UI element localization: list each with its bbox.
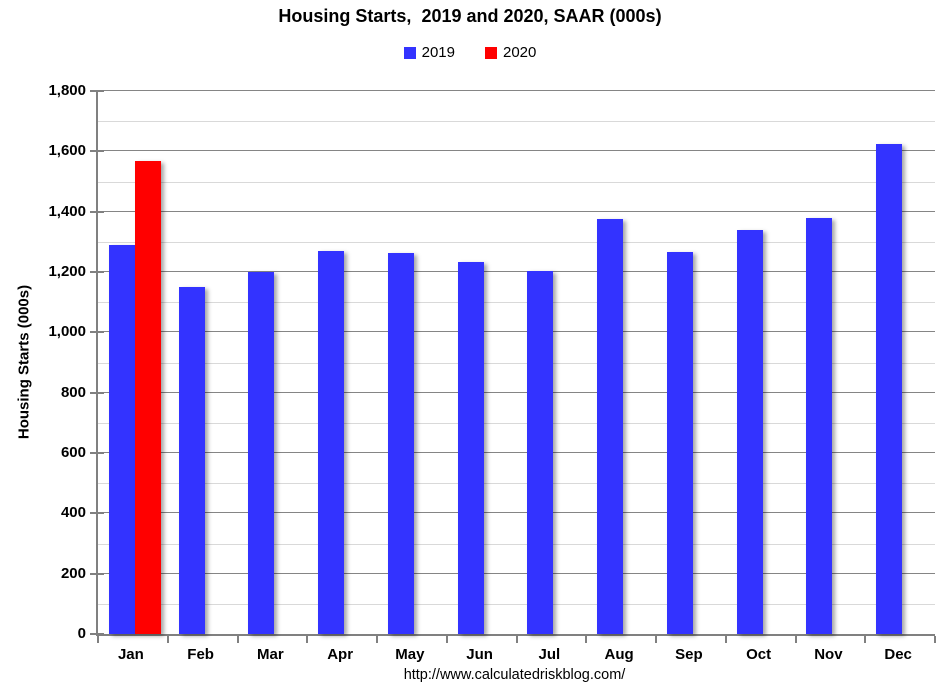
x-axis-tick bbox=[166, 636, 169, 643]
bar-2019-nov bbox=[806, 217, 833, 634]
x-axis-tick bbox=[515, 636, 518, 643]
x-axis-label-nov: Nov bbox=[814, 646, 843, 663]
legend-item-2019: 2019 bbox=[403, 44, 455, 61]
plot-area bbox=[90, 90, 936, 643]
bar-2019-may bbox=[387, 252, 414, 634]
y-axis-tick bbox=[90, 633, 104, 635]
legend-item-2020: 2020 bbox=[485, 44, 536, 61]
y-axis-tick bbox=[90, 452, 104, 454]
y-axis-tick bbox=[90, 572, 104, 575]
x-axis-tick bbox=[864, 636, 867, 643]
y-axis-tick-label: 400 bbox=[60, 504, 86, 522]
minor-gridline bbox=[98, 603, 935, 605]
major-gridline bbox=[98, 150, 935, 152]
bar-2019-apr bbox=[318, 250, 345, 634]
minor-gridline bbox=[98, 241, 935, 243]
minor-gridline bbox=[98, 362, 935, 364]
legend-label-2020: 2020 bbox=[503, 44, 537, 61]
x-axis-label-apr: Apr bbox=[327, 646, 354, 663]
y-axis-tick-label: 1,600 bbox=[48, 142, 86, 160]
y-axis-tick-label: 800 bbox=[60, 383, 86, 401]
minor-gridline bbox=[98, 121, 935, 123]
x-axis-label-jun: Jun bbox=[466, 646, 493, 663]
bar-2019-jul bbox=[527, 270, 554, 634]
major-gridline bbox=[98, 391, 935, 393]
x-axis-tick bbox=[236, 636, 239, 643]
y-axis-tick-label: 200 bbox=[60, 564, 86, 582]
x-axis-label-mar: Mar bbox=[257, 646, 284, 663]
major-gridline bbox=[98, 331, 935, 333]
y-axis-tick-label: 1,200 bbox=[48, 263, 86, 280]
bar-2019-mar bbox=[248, 272, 275, 634]
y-axis-tick-label: 0 bbox=[77, 625, 86, 642]
x-axis-tick bbox=[655, 636, 657, 643]
x-axis-tick bbox=[97, 636, 99, 643]
x-axis-label-jan: Jan bbox=[117, 646, 144, 663]
x-axis-tick bbox=[794, 636, 797, 643]
y-axis-tick-label: 1,800 bbox=[48, 82, 86, 99]
x-axis-label-oct: Oct bbox=[746, 646, 772, 663]
x-axis-label-jul: Jul bbox=[538, 646, 561, 663]
minor-gridline bbox=[98, 181, 935, 183]
y-axis-tick bbox=[90, 90, 104, 92]
y-axis-tick bbox=[90, 150, 104, 153]
major-gridline bbox=[98, 452, 935, 453]
major-gridline bbox=[98, 271, 935, 272]
footer-url: http://www.calculatedriskblog.com/ bbox=[403, 667, 626, 683]
x-axis-label-may: May bbox=[395, 646, 425, 663]
minor-gridline bbox=[98, 543, 935, 545]
y-axis-tick-label: 1,400 bbox=[48, 202, 86, 220]
x-axis-label-aug: Aug bbox=[604, 646, 634, 663]
x-axis-label-sep: Sep bbox=[675, 646, 703, 663]
x-axis-label-feb: Feb bbox=[187, 646, 214, 663]
x-axis-tick bbox=[934, 636, 936, 643]
major-gridline bbox=[98, 90, 935, 91]
minor-gridline bbox=[98, 422, 935, 424]
x-axis-tick bbox=[585, 636, 588, 643]
bar-2019-jan bbox=[108, 244, 135, 634]
legend-label-2019: 2019 bbox=[421, 44, 455, 61]
bar-2019-oct bbox=[736, 229, 763, 634]
y-axis-tick-label: 1,000 bbox=[48, 323, 86, 341]
y-axis-tick bbox=[90, 271, 104, 273]
y-axis-title: Housing Starts (000s) bbox=[15, 284, 33, 440]
major-gridline bbox=[98, 210, 935, 212]
legend-swatch-2019 bbox=[403, 46, 416, 59]
bar-2019-jun bbox=[457, 262, 484, 634]
minor-gridline bbox=[98, 483, 935, 485]
bar-2019-sep bbox=[666, 252, 693, 634]
bar-2019-dec bbox=[876, 143, 903, 634]
legend: 2019 2020 bbox=[0, 44, 940, 61]
y-axis-tick bbox=[90, 391, 104, 394]
chart-title: Housing Starts, 2019 and 2020, SAAR (000… bbox=[278, 6, 662, 26]
x-axis-tick bbox=[445, 636, 448, 643]
y-axis-tick bbox=[90, 210, 104, 213]
x-axis-label-dec: Dec bbox=[884, 646, 912, 663]
y-axis-tick-label: 600 bbox=[60, 444, 86, 461]
x-axis-tick bbox=[376, 636, 378, 643]
minor-gridline bbox=[98, 302, 935, 304]
legend-swatch-2020 bbox=[485, 46, 497, 59]
y-axis-tick bbox=[90, 512, 104, 515]
bar-2019-feb bbox=[178, 287, 205, 634]
bar-2020-jan bbox=[134, 161, 161, 634]
bar-2019-aug bbox=[597, 219, 624, 634]
major-gridline bbox=[98, 572, 935, 574]
y-axis-tick bbox=[90, 331, 104, 334]
x-axis-tick bbox=[306, 636, 309, 643]
major-gridline bbox=[98, 512, 935, 514]
x-axis-tick bbox=[724, 636, 727, 643]
